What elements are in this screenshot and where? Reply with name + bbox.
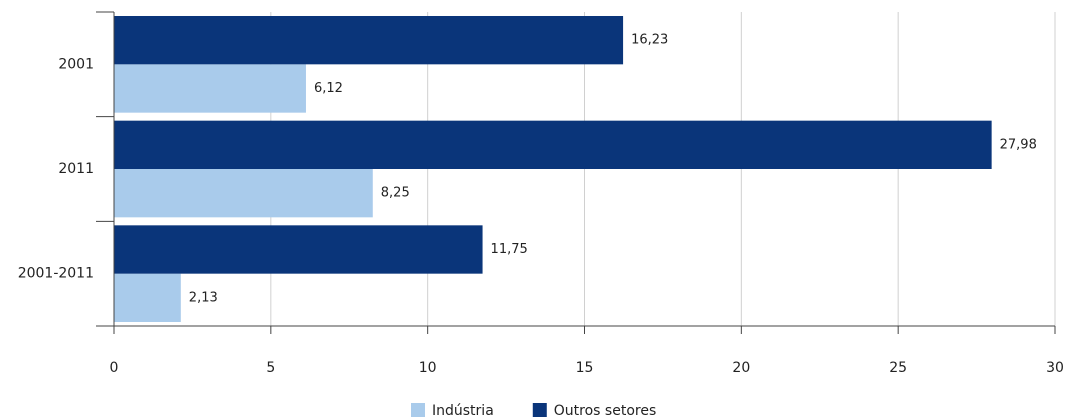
bar	[114, 273, 181, 322]
value-label: 2,13	[189, 290, 218, 305]
x-tick-label: 10	[419, 360, 437, 376]
x-tick-label: 15	[576, 360, 594, 376]
x-tick-label: 25	[889, 360, 907, 376]
legend-swatch	[411, 403, 425, 417]
y-tick-label: 2001	[58, 56, 94, 72]
value-label: 6,12	[314, 81, 343, 96]
y-tick-label: 2001-2011	[18, 266, 94, 282]
legend-label: Indústria	[432, 403, 494, 419]
value-label: 16,23	[631, 33, 668, 48]
x-tick-label: 30	[1046, 360, 1064, 376]
bar	[114, 16, 624, 65]
x-tick-label: 0	[110, 360, 119, 376]
legend-label: Outros setores	[554, 403, 656, 419]
value-label: 27,98	[1000, 137, 1037, 152]
bar	[114, 169, 373, 218]
value-label: 11,75	[491, 242, 528, 257]
y-tick-label: 2011	[58, 161, 94, 177]
bar	[114, 225, 483, 274]
bar	[114, 64, 306, 113]
x-tick-label: 5	[266, 360, 275, 376]
legend-swatch	[532, 403, 547, 417]
bar	[114, 120, 992, 169]
value-label: 8,25	[381, 186, 410, 201]
x-tick-label: 20	[732, 360, 750, 376]
